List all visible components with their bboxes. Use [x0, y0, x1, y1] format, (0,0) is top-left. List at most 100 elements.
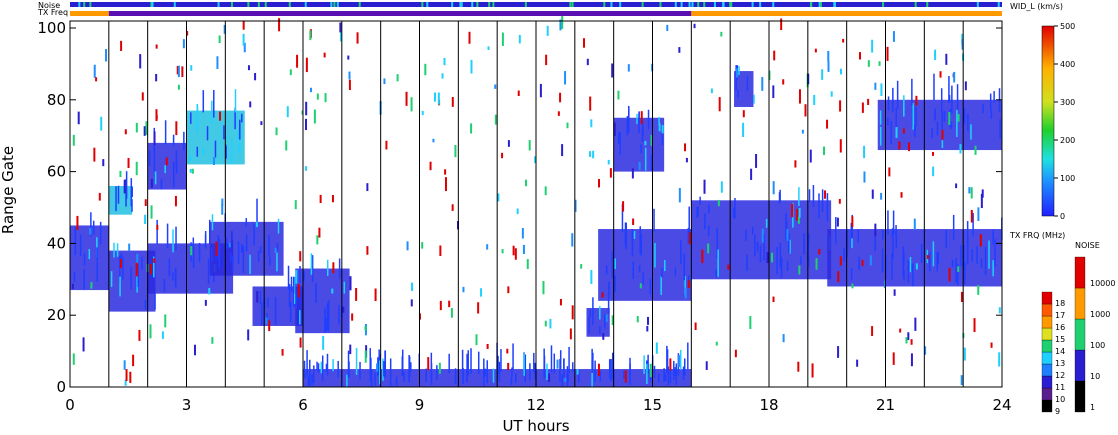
scatter-echo: [926, 254, 929, 259]
scatter-echo: [720, 31, 723, 37]
echo-streak: [936, 121, 939, 136]
scatter-echo: [309, 87, 312, 93]
echo-streak: [800, 256, 802, 265]
echo-streak: [812, 185, 815, 207]
echo-streak: [892, 210, 895, 235]
echo-streak: [776, 246, 778, 275]
scatter-echo: [907, 332, 910, 341]
echo-streak: [324, 307, 326, 333]
echo-streak: [786, 260, 789, 271]
echo-streak: [640, 144, 642, 154]
scatter-echo: [475, 334, 478, 346]
echo-streak: [208, 219, 211, 244]
scatter-echo: [98, 192, 101, 201]
noise-cb-label: 10000: [1090, 279, 1115, 288]
echo-streak: [914, 125, 916, 137]
echo-streak: [338, 258, 341, 280]
echo-streak: [403, 372, 405, 382]
echo-streak: [310, 253, 313, 275]
echo-streak: [746, 76, 749, 91]
width-colorbar: WID_L (km/s) 0 100 200 300 400 500: [1010, 2, 1075, 221]
scatter-echo: [102, 159, 105, 167]
echo-streak: [470, 348, 472, 374]
echo-streak: [737, 89, 739, 98]
scatter-echo: [814, 48, 817, 53]
scatter-echo: [720, 181, 723, 193]
echo-streak: [658, 117, 660, 126]
echo-streak: [610, 358, 612, 382]
scatter-echo: [684, 287, 687, 299]
txfreq-cb-cell: [1041, 315, 1053, 329]
scatter-echo: [632, 218, 635, 225]
noise-bar-mark: [304, 2, 307, 7]
echo-streak: [640, 234, 642, 256]
echo-streak: [599, 325, 601, 335]
echo-streak: [141, 256, 143, 270]
echo-streak: [83, 253, 86, 266]
noise-cb-label: 1: [1090, 403, 1095, 412]
noise-bar-mark: [488, 2, 491, 7]
scatter-echo: [517, 90, 520, 97]
echo-streak: [955, 258, 957, 284]
scatter-echo: [274, 247, 277, 254]
echo-region: [827, 229, 1002, 287]
scatter-echo: [878, 61, 881, 66]
echo-streak: [798, 187, 800, 206]
echo-streak: [383, 361, 385, 377]
scatter-echo: [772, 85, 775, 99]
scatter-echo: [323, 52, 326, 58]
echo-streak: [484, 368, 486, 377]
y-axis-title: Range Gate: [0, 146, 17, 234]
scatter-echo: [617, 90, 620, 100]
echo-streak: [172, 272, 174, 281]
echo-streak: [621, 204, 624, 232]
noise-bar-mark: [603, 2, 606, 7]
x-tick-label: 24: [992, 396, 1011, 414]
scatter-echo: [607, 159, 610, 165]
scatter-echo: [646, 325, 649, 332]
scatter-echo: [666, 24, 669, 32]
scatter-echo: [569, 328, 572, 340]
echo-streak: [534, 362, 536, 380]
noise-bar-mark: [150, 2, 153, 7]
scatter-echo: [924, 346, 927, 355]
echo-streak: [647, 354, 649, 374]
scatter-echo: [525, 179, 528, 187]
noise-bar-mark: [471, 2, 474, 7]
scatter-echo: [427, 357, 430, 371]
echo-streak: [631, 229, 634, 257]
noise-bar-mark: [619, 2, 622, 7]
echo-streak: [131, 186, 133, 197]
echo-streak: [125, 179, 127, 207]
echo-streak: [653, 208, 655, 232]
echo-streak: [952, 214, 955, 240]
scatter-echo: [305, 57, 308, 73]
scatter-echo: [915, 95, 918, 106]
x-tick-label: 12: [526, 396, 545, 414]
scatter-echo: [243, 42, 246, 53]
echo-streak: [629, 363, 631, 376]
echo-streak: [608, 359, 611, 380]
scatter-echo: [265, 317, 268, 325]
scatter-echo: [238, 142, 241, 154]
scatter-echo: [742, 110, 745, 118]
scatter-echo: [366, 246, 369, 255]
echo-streak: [874, 232, 877, 252]
scatter-echo: [561, 15, 564, 29]
echo-streak: [660, 275, 662, 295]
echo-streak: [164, 165, 166, 174]
noise-bar-mark: [492, 2, 495, 7]
scatter-echo: [150, 205, 153, 219]
echo-streak: [316, 361, 318, 371]
scatter-echo: [366, 183, 369, 192]
echo-streak: [735, 65, 737, 91]
echo-streak: [73, 271, 76, 282]
txfreq-colorbar: TX FRQ (MHz) 9 10 11 12 13 14 15 16 17 18: [1009, 231, 1065, 416]
echo-streak: [643, 355, 645, 374]
noise-bar-mark: [674, 2, 677, 7]
echo-streak: [295, 293, 298, 309]
scatter-echo: [155, 44, 158, 49]
echo-streak: [943, 110, 946, 122]
echo-streak: [911, 263, 914, 272]
